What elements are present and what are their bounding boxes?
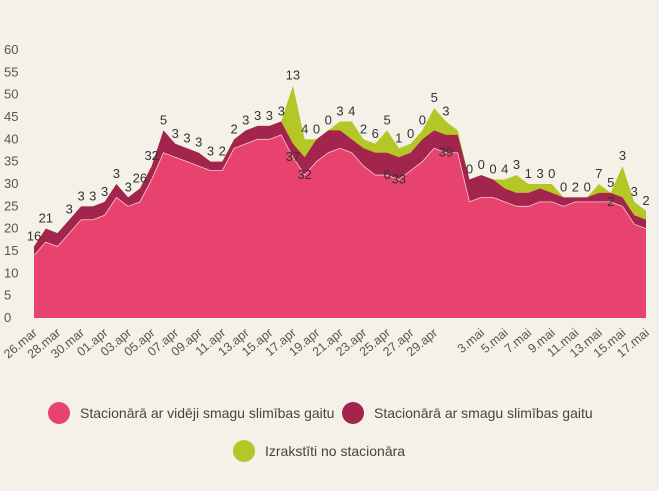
y-axis-ticks: 0 5 10 15 20 25 30 35 40 45 50 55 60 [4,42,18,325]
data-label: 5 [383,112,390,127]
data-label: 3 [66,202,73,217]
legend-label-discharged: Izrakstīti no stacionāra [265,443,406,459]
y-tick-label: 30 [4,176,18,191]
data-label: 3 [513,157,520,172]
data-label: 3 [207,144,214,159]
data-label: 3 [125,179,132,194]
legend-label-severe: Stacionārā ar smagu slimības gaitu [374,405,593,421]
data-label: 0 [419,112,426,127]
data-label: 3 [195,135,202,150]
data-label: 33 [392,172,406,187]
data-label: 32 [297,167,311,182]
area-layers [33,85,647,318]
data-label: 0 [313,121,320,136]
data-label: 3 [266,108,273,123]
legend-swatch-discharged [233,440,255,462]
data-label: 2 [572,179,579,194]
data-label: 4 [501,162,508,177]
data-label: 3 [113,166,120,181]
data-label: 5 [607,175,614,190]
data-label: 0 [466,162,473,177]
area-series-1 [34,134,646,318]
data-label: 3 [242,112,249,127]
data-label: 3 [254,108,261,123]
x-axis-ticks: 26.mar28.mar30.mar01.apr03.apr05.apr07.a… [1,326,652,362]
y-tick-label: 0 [4,310,11,325]
data-label: 0 [478,157,485,172]
y-tick-label: 25 [4,198,18,213]
data-label: 7 [595,166,602,181]
data-label: 3 [442,104,449,119]
y-tick-label: 20 [4,221,18,236]
data-label: 21 [39,211,53,226]
data-label: 1 [525,166,532,181]
data-label: 2 [607,194,614,209]
legend-label-moderate: Stacionārā ar vidēji smagu slimības gait… [80,405,335,421]
data-label: 2 [360,121,367,136]
data-label: 3 [89,188,96,203]
data-label: 2 [230,121,237,136]
data-label: 3 [101,184,108,199]
legend-item-severe[interactable]: Stacionārā ar smagu slimības gaitu [342,402,593,424]
y-tick-label: 55 [4,64,18,79]
data-label: 39 [439,145,453,160]
data-label: 1 [395,130,402,145]
data-label: 0 [407,126,414,141]
legend-item-moderate[interactable]: Stacionārā ar vidēji smagu slimības gait… [48,402,334,424]
data-label: 3 [183,130,190,145]
y-tick-label: 15 [4,243,18,258]
data-label: 2 [219,144,226,159]
data-label: 3 [77,188,84,203]
y-tick-label: 50 [4,87,18,102]
data-label: 2 [642,193,649,208]
y-tick-label: 60 [4,42,18,57]
data-label: 32 [144,148,158,163]
y-tick-label: 5 [4,288,11,303]
data-label: 0 [560,179,567,194]
data-label: 26 [133,171,147,186]
y-tick-label: 35 [4,154,18,169]
data-label: 6 [372,126,379,141]
data-label: 4 [301,121,308,136]
data-label: 5 [160,112,167,127]
data-label: 16 [27,229,41,244]
data-label: 0 [584,179,591,194]
area-series-1-outline [33,134,647,256]
data-label: 13 [286,68,300,83]
data-label: 5 [431,90,438,105]
y-tick-label: 40 [4,131,18,146]
data-label: 3 [631,184,638,199]
data-label: 3 [536,166,543,181]
data-label: 3 [278,104,285,119]
y-tick-label: 45 [4,109,18,124]
data-label: 3 [172,126,179,141]
legend-item-discharged[interactable]: Izrakstīti no stacionāra [233,440,405,462]
data-label: 37 [286,149,300,164]
data-label: 0 [325,112,332,127]
legend: Stacionārā ar vidēji smagu slimības gait… [0,396,659,476]
y-tick-label: 10 [4,265,18,280]
legend-swatch-moderate [48,402,70,424]
data-label: 6 [383,167,390,182]
data-label: 0 [489,162,496,177]
data-label: 4 [348,104,355,119]
legend-swatch-severe [342,402,364,424]
data-label: 3 [336,104,343,119]
data-label: 0 [548,166,555,181]
data-label: 3 [619,148,626,163]
